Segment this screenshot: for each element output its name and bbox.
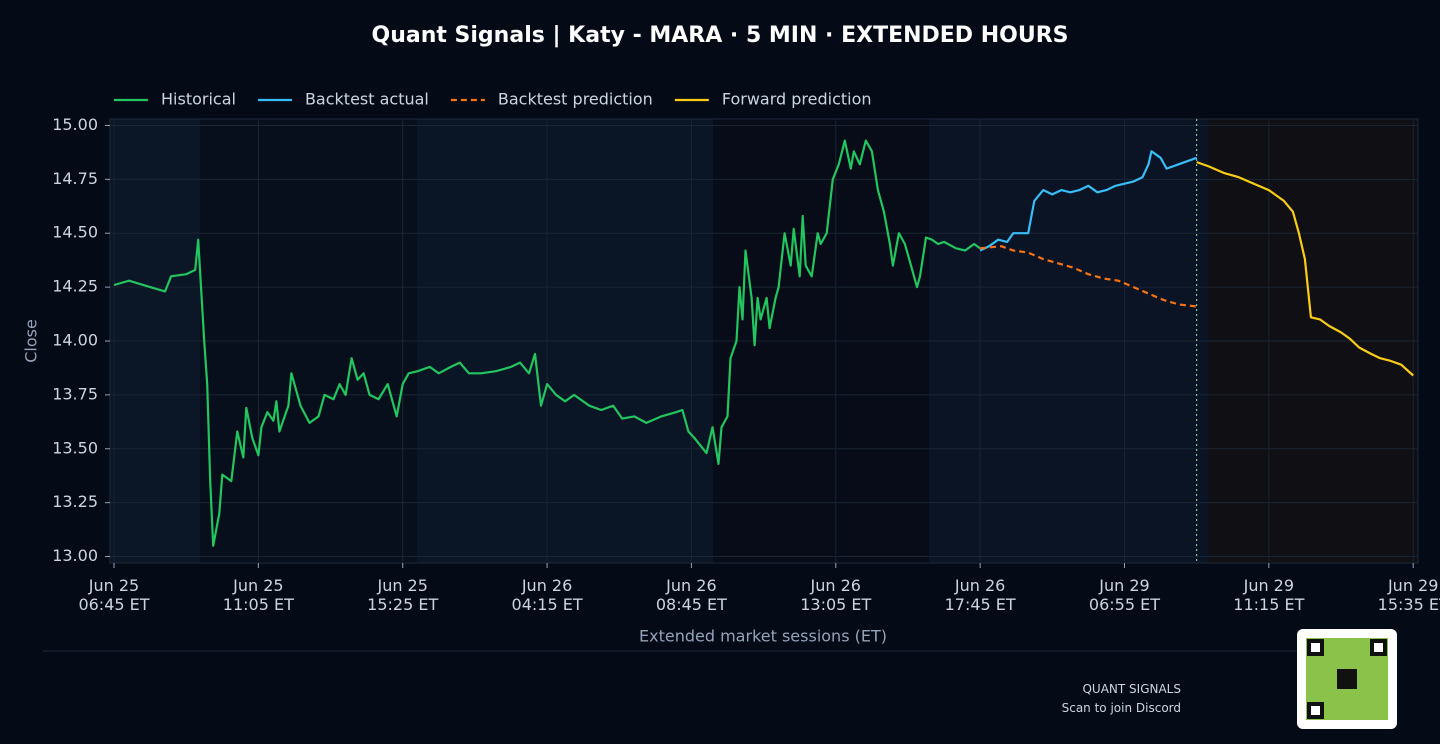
x-tick-label: Jun 26 17:45 ET xyxy=(944,576,1016,614)
y-tick-label: 14.00 xyxy=(52,331,98,350)
legend-label: Backtest actual xyxy=(305,90,429,109)
x-tick-label: Jun 29 06:55 ET xyxy=(1088,576,1160,614)
series-line xyxy=(113,139,981,547)
y-tick-label: 14.25 xyxy=(52,277,98,296)
footer-caption: Scan to join Discord xyxy=(1061,701,1181,715)
x-tick-label: Jun 25 11:05 ET xyxy=(222,576,294,614)
x-tick-label: Jun 26 13:05 ET xyxy=(800,576,872,614)
x-tick-label: Jun 26 08:45 ET xyxy=(655,576,727,614)
chart-title: Quant Signals | Katy - MARA · 5 MIN · EX… xyxy=(372,23,1069,48)
x-tick-label: Jun 26 04:15 ET xyxy=(511,576,583,614)
legend-label: Forward prediction xyxy=(722,90,872,109)
qr-code xyxy=(1297,629,1397,729)
x-tick-label: Jun 29 11:15 ET xyxy=(1233,576,1305,614)
series-line xyxy=(979,150,1198,252)
y-tick-label: 13.50 xyxy=(52,438,98,457)
plot-area xyxy=(105,118,1419,568)
y-tick-label: 14.75 xyxy=(52,169,98,188)
y-tick-label: 14.50 xyxy=(52,223,98,242)
y-tick-label: 13.25 xyxy=(52,492,98,511)
series-line xyxy=(979,245,1197,308)
x-tick-label: Jun 25 15:25 ET xyxy=(367,576,439,614)
series-line xyxy=(1196,161,1414,377)
legend-label: Historical xyxy=(161,90,236,109)
footer-brand: QUANT SIGNALS xyxy=(1082,682,1181,696)
y-tick-label: 13.00 xyxy=(52,546,98,565)
y-tick-label: 13.75 xyxy=(52,384,98,403)
y-tick-label: 15.00 xyxy=(52,115,98,134)
x-tick-label: Jun 29 15:35 ET xyxy=(1377,576,1440,614)
x-axis-label: Extended market sessions (ET) xyxy=(639,627,887,646)
legend-label: Backtest prediction xyxy=(498,90,653,109)
y-axis-label: Close xyxy=(22,319,41,363)
x-tick-label: Jun 25 06:45 ET xyxy=(78,576,150,614)
